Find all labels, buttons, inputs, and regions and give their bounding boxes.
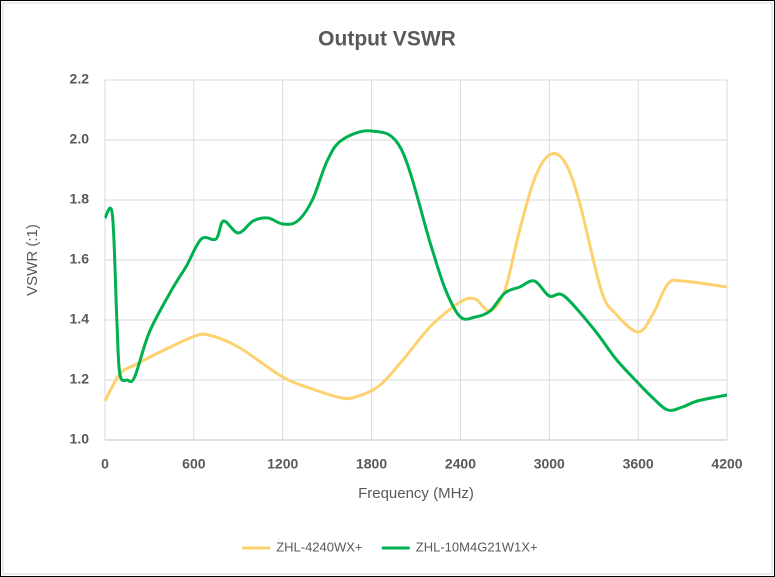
chart-title: Output VSWR <box>318 28 456 51</box>
series-line <box>103 129 728 412</box>
x-tick-label: 600 <box>182 456 206 472</box>
y-tick-label: 1.2 <box>70 371 90 387</box>
x-tick-label: 1200 <box>267 456 298 472</box>
x-tick-label: 0 <box>101 456 109 472</box>
y-tick-label: 1.6 <box>70 251 90 267</box>
x-tick-label: 4200 <box>711 456 742 472</box>
legend-label: ZHL-4240WX+ <box>276 539 362 554</box>
y-tick-label: 1.0 <box>70 431 90 447</box>
y-axis-title: VSWR (:1) <box>24 224 41 296</box>
x-axis-title: Frequency (MHz) <box>358 485 474 502</box>
series-line <box>103 152 728 402</box>
y-tick-label: 2.0 <box>70 131 90 147</box>
y-tick-label: 2.2 <box>70 71 90 87</box>
x-tick-label: 1800 <box>356 456 387 472</box>
y-tick-label: 1.4 <box>70 311 90 327</box>
legend-label: ZHL-10M4G21W1X+ <box>416 539 538 554</box>
x-tick-label: 3600 <box>623 456 654 472</box>
x-tick-label: 2400 <box>445 456 476 472</box>
y-tick-label: 1.8 <box>70 191 90 207</box>
x-tick-label: 3000 <box>534 456 565 472</box>
